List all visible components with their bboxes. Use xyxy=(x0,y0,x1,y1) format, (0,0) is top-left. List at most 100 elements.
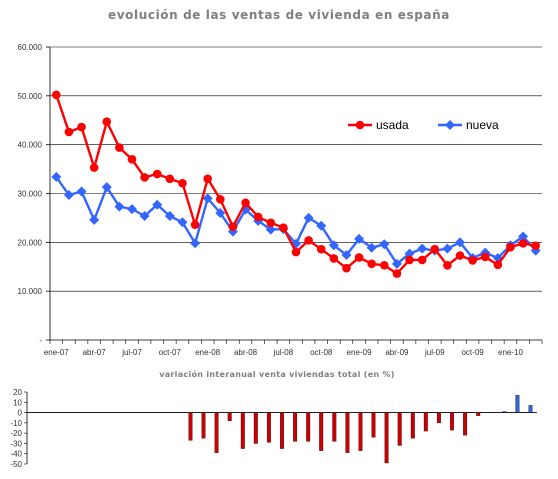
bar-usada xyxy=(319,412,324,451)
point-usada xyxy=(367,259,376,269)
point-nueva xyxy=(89,214,100,225)
point-nueva xyxy=(63,189,74,200)
point-nueva xyxy=(215,208,226,219)
point-usada xyxy=(455,251,465,260)
point-usada xyxy=(506,242,515,252)
sub-y-tick-label: 20 xyxy=(13,388,22,397)
point-usada xyxy=(241,198,250,208)
point-usada xyxy=(329,254,339,263)
point-usada xyxy=(430,244,440,254)
point-nueva xyxy=(76,186,87,197)
bar-usada xyxy=(423,412,428,432)
point-nueva xyxy=(379,239,390,250)
point-usada xyxy=(190,220,200,230)
point-nueva xyxy=(114,201,125,212)
main-x-tick-label: jul-09 xyxy=(424,348,445,357)
bar-usada xyxy=(253,412,258,444)
legend-label-nueva: nueva xyxy=(466,118,499,132)
sub-chart-title: variación interanual venta viviendas tot… xyxy=(159,369,395,379)
main-x-tick-label: ene-10 xyxy=(498,348,523,357)
bar-usada xyxy=(463,412,468,436)
point-usada xyxy=(77,122,86,132)
point-nueva xyxy=(480,247,491,258)
point-usada xyxy=(480,252,490,262)
main-y-tick-label: 50.000 xyxy=(18,92,43,101)
point-nueva xyxy=(101,182,112,193)
point-nueva xyxy=(190,238,201,249)
series-usada xyxy=(52,90,540,278)
main-chart-title: evolución de las ventas de vivienda en e… xyxy=(108,8,450,22)
point-nueva xyxy=(152,199,163,210)
bar-usada xyxy=(384,412,389,464)
main-x-tick-label: jul-07 xyxy=(121,348,142,357)
bars-usada xyxy=(188,412,481,464)
main-x-tick-label: oct-09 xyxy=(461,348,484,357)
legend-marker-nueva xyxy=(445,120,455,130)
bar-usada xyxy=(410,412,415,439)
sub-bars xyxy=(188,394,533,464)
point-nueva xyxy=(518,231,529,242)
point-usada xyxy=(531,241,540,251)
point-usada xyxy=(178,178,187,188)
legend-label-usada: usada xyxy=(376,118,409,132)
sub-y-tick-label: -40 xyxy=(10,450,22,459)
main-x-tick-label: ene-07 xyxy=(44,348,69,357)
point-nueva xyxy=(164,210,175,221)
sub-y-tick-label: -10 xyxy=(10,419,22,428)
point-usada xyxy=(253,212,263,222)
main-x-tick-label: abr-09 xyxy=(385,348,409,357)
point-nueva xyxy=(354,233,365,244)
bar-usada xyxy=(280,412,284,449)
bar-usada xyxy=(436,412,441,424)
bar-usada xyxy=(332,412,337,442)
bar-usada xyxy=(293,412,298,442)
point-usada xyxy=(52,90,61,100)
sub-y-tick-label: -20 xyxy=(10,429,22,438)
main-y-tick-label: 60.000 xyxy=(18,43,43,52)
point-nueva xyxy=(127,204,137,215)
main-x-tick-label: abr-07 xyxy=(83,348,107,357)
main-x-tick-labels: ene-07 abr-07 jul-07 oct-07 ene-08 abr-08 jul-… xyxy=(44,348,524,357)
point-usada xyxy=(417,255,427,265)
point-nueva xyxy=(139,210,150,221)
bar-usada xyxy=(240,412,245,449)
main-x-tick-label: jul-08 xyxy=(273,348,294,357)
point-nueva xyxy=(265,224,276,235)
point-usada xyxy=(216,195,225,204)
point-usada xyxy=(279,223,288,232)
point-usada xyxy=(102,117,112,127)
sub-y-tick-label: -30 xyxy=(10,439,22,448)
bar-usada xyxy=(450,412,454,431)
main-y-tick-label: 30.000 xyxy=(18,190,43,199)
point-usada xyxy=(493,260,503,270)
bar-usada xyxy=(266,412,271,443)
bar-usada xyxy=(476,412,481,416)
bar-usada xyxy=(227,412,232,421)
point-nueva xyxy=(303,212,314,223)
bar-nueva xyxy=(528,405,533,413)
bar-usada xyxy=(306,412,311,442)
main-x-tick-label: oct-07 xyxy=(159,348,182,357)
main-axes xyxy=(46,46,543,344)
point-usada xyxy=(304,236,313,245)
point-usada xyxy=(228,222,238,232)
point-usada xyxy=(342,263,351,273)
point-usada xyxy=(140,173,149,182)
main-x-tick-label: ene-09 xyxy=(347,348,372,357)
bars-nueva xyxy=(502,394,533,413)
point-nueva xyxy=(391,258,402,269)
point-nueva xyxy=(442,243,453,254)
point-nueva xyxy=(366,242,377,253)
point-usada xyxy=(518,239,528,248)
sub-y-tick-label: 0 xyxy=(18,409,23,418)
main-x-tick-label: abr-08 xyxy=(234,348,258,357)
bar-usada xyxy=(371,412,376,438)
point-usada xyxy=(127,155,137,164)
sub-y-tick-label: -50 xyxy=(10,460,22,469)
main-x-tick-label: ene-08 xyxy=(195,348,220,357)
sub-y-tick-label: 10 xyxy=(13,398,22,407)
main-y-tick-label: 40.000 xyxy=(18,141,43,150)
main-series xyxy=(51,90,541,278)
legend-marker-usada xyxy=(355,120,365,130)
